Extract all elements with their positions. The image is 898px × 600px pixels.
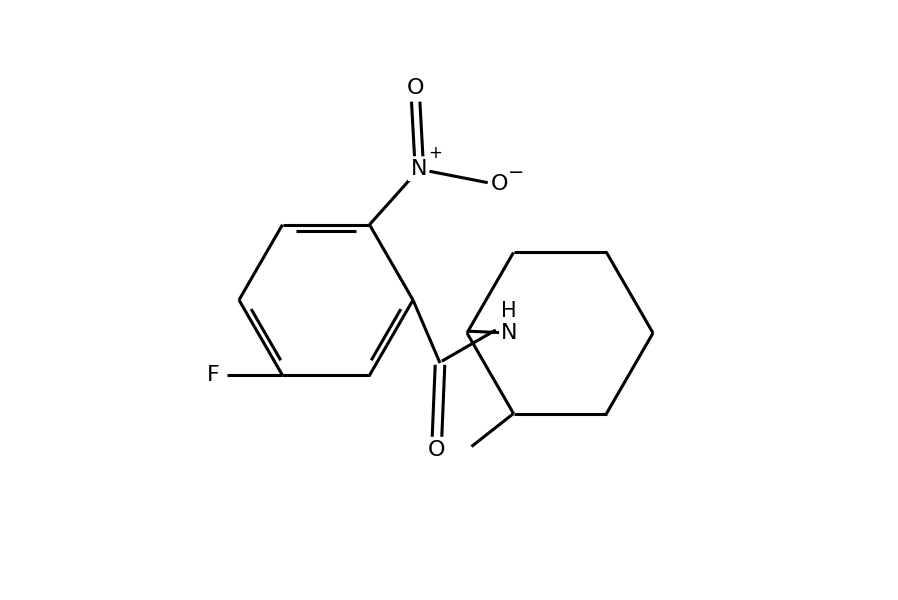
Text: O: O [491, 175, 508, 194]
Text: N: N [410, 160, 427, 179]
Text: +: + [428, 143, 443, 161]
Text: O: O [428, 440, 445, 460]
Text: F: F [207, 365, 220, 385]
Text: N: N [501, 323, 517, 343]
Text: H: H [501, 301, 517, 322]
Text: O: O [407, 79, 425, 98]
Text: −: − [508, 163, 524, 182]
